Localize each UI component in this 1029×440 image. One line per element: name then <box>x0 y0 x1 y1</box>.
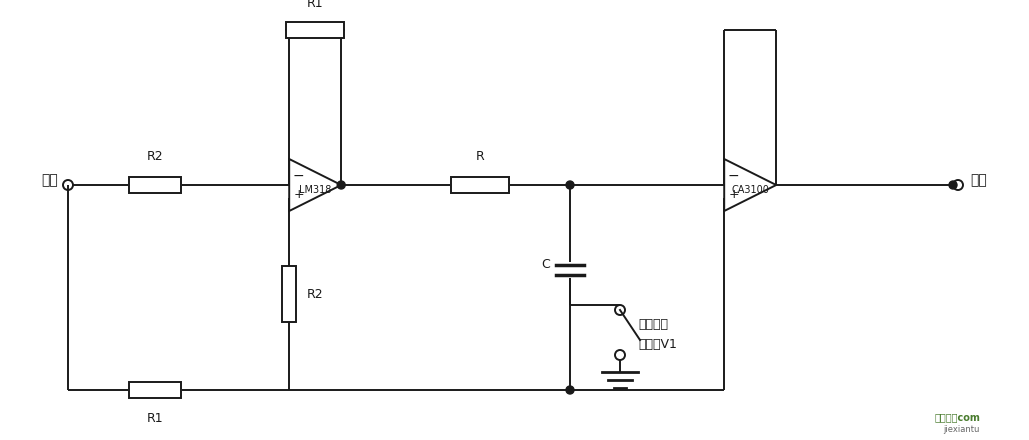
Bar <box>282 266 296 322</box>
Text: R: R <box>475 150 485 163</box>
Circle shape <box>949 181 957 189</box>
Circle shape <box>566 386 574 394</box>
Text: C: C <box>541 258 549 271</box>
Text: +: + <box>729 188 739 201</box>
Text: 输出: 输出 <box>970 173 987 187</box>
Bar <box>129 382 181 398</box>
Text: R2: R2 <box>147 150 164 163</box>
Text: 接线图．com: 接线图．com <box>934 412 980 422</box>
Bar <box>129 177 181 193</box>
Circle shape <box>566 181 574 189</box>
Text: 接地或直: 接地或直 <box>638 318 668 331</box>
Text: R1: R1 <box>147 412 164 425</box>
Text: R1: R1 <box>307 0 323 10</box>
Text: CA3100: CA3100 <box>731 185 769 195</box>
Text: LM318: LM318 <box>298 185 331 195</box>
Bar <box>451 177 509 193</box>
Bar <box>286 22 344 38</box>
Text: 输入: 输入 <box>41 173 58 187</box>
Text: −: − <box>292 169 305 183</box>
Text: 流电压V1: 流电压V1 <box>638 338 677 351</box>
Text: −: − <box>728 169 740 183</box>
Text: R2: R2 <box>308 287 324 301</box>
Circle shape <box>338 181 345 189</box>
Text: +: + <box>293 188 304 201</box>
Text: jiexiantu: jiexiantu <box>944 425 980 434</box>
